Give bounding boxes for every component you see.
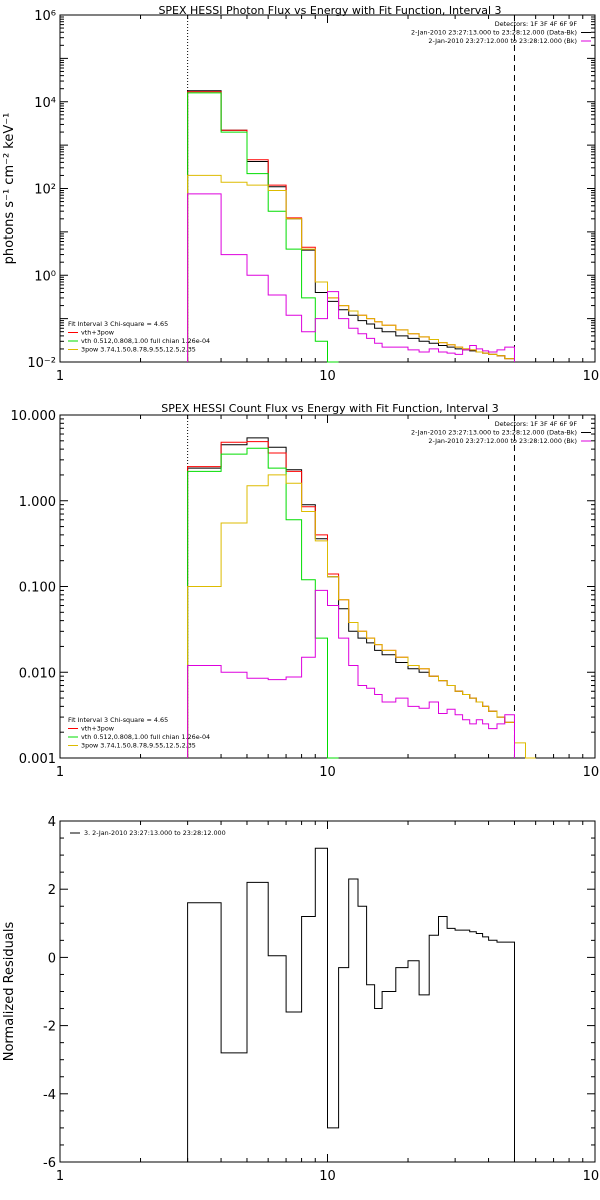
series-line-vth-3pow: [187, 441, 515, 758]
y-tick-label: 10²: [34, 183, 56, 198]
y-tick-label: 10⁴: [34, 96, 56, 111]
legend-text: 3pow 3.74,1.50,8.78,9.55,12.5,2.35: [81, 346, 196, 354]
annotation-text: Detectors: 1F 3F 4F 6F 9F: [495, 20, 578, 28]
x-tick-label: 1: [56, 765, 64, 780]
count-flux-panel: SPEX HESSI Count Flux vs Energy with Fit…: [0, 398, 600, 798]
series-line-3pow: [187, 174, 515, 362]
legend-text: vth+3pow: [81, 725, 114, 733]
y-tick-label: 0.010: [19, 666, 56, 681]
y-tick-label: 10⁰: [34, 269, 56, 284]
legend-text: 3pow 3.74,1.50,8.78,9.55,12.5,2.35: [81, 742, 196, 750]
series-line-data-bk: [187, 437, 515, 758]
y-tick-label: 4: [48, 815, 56, 830]
chart-title: SPEX HESSI Count Flux vs Energy with Fit…: [161, 402, 499, 415]
y-tick-label: 0.001: [19, 752, 56, 767]
series-line-bk: [187, 193, 515, 362]
residuals-chart: 1 10 100 -6 -4 -2 0 2 4 Normalized Residuals 3. 2-…: [2, 815, 600, 1184]
legend-text: vth 0.512,0.808,1.00 full chian 1.26e-04: [81, 337, 210, 345]
x-tick-label: 10: [319, 369, 336, 384]
y-tick-label: 0.100: [19, 581, 56, 596]
x-tick-label: 100: [583, 1169, 600, 1184]
legend-text: 3. 2-Jan-2010 23:27:13.000 to 23:28:12.0…: [84, 829, 226, 837]
photon-flux-panel: SPEX HESSI Photon Flux vs Energy with Fi…: [0, 0, 600, 398]
y-tick-label: 1.000: [19, 495, 56, 510]
series-line-bk: [187, 589, 515, 758]
x-tick-label: 10: [319, 765, 336, 780]
x-tick-label: 1: [56, 369, 64, 384]
legend-text: Fit Interval 3 Chi-square = 4.65: [68, 320, 168, 328]
y-axis-label: photons s⁻¹ cm⁻² keV⁻¹: [2, 113, 17, 265]
y-tick-label: 2: [48, 883, 56, 898]
chart-title: SPEX HESSI Photon Flux vs Energy with Fi…: [158, 4, 502, 17]
y-tick-label: -2: [43, 1020, 56, 1035]
photon-flux-chart: 1 10 100 10⁻² 10⁰ 10² 10⁴ 10⁶ photons s⁻¹ cm⁻² k…: [2, 9, 600, 384]
legend-text: vth 0.512,0.808,1.00 full chian 1.26e-04: [81, 733, 210, 741]
x-tick-label: 100: [583, 765, 600, 780]
annotation-text: 2-Jan-2010 23:27:12.000 to 23:28:12.000 …: [428, 437, 577, 445]
y-tick-label: -4: [43, 1088, 56, 1103]
series-line-vth: [187, 447, 339, 759]
series-line-residuals: [187, 847, 515, 1162]
x-tick-label: 10: [319, 1169, 336, 1184]
y-axis-label: Normalized Residuals: [2, 922, 17, 1062]
count-flux-chart: 1 10 100 0.001 0.010 0.100 1.000 10.000 Detector…: [11, 409, 600, 780]
series-line-vth: [187, 92, 339, 363]
x-tick-label: 1: [56, 1169, 64, 1184]
y-tick-label: 10⁻²: [27, 356, 56, 371]
annotation-text: 2-Jan-2010 23:27:12.000 to 23:28:12.000 …: [428, 37, 577, 45]
annotation-text: 2-Jan-2010 23:27:13.000 to 23:28:12.000 …: [411, 29, 577, 37]
y-tick-label: 10.000: [11, 409, 57, 424]
y-tick-label: -6: [43, 1156, 56, 1171]
series-line-3pow: [187, 474, 536, 759]
legend-text: Fit Interval 3 Chi-square = 4.65: [68, 716, 168, 724]
series-line-data-bk: [187, 90, 515, 362]
annotation-text: Detectors: 1F 3F 4F 6F 9F: [495, 420, 578, 428]
y-tick-label: 0: [48, 951, 56, 966]
legend-text: vth+3pow: [81, 329, 114, 337]
x-tick-label: 100: [583, 369, 600, 384]
residuals-panel: 1 10 100 -6 -4 -2 0 2 4 Normalized Residuals 3. 2-…: [0, 798, 600, 1200]
annotation-text: 2-Jan-2010 23:27:13.000 to 23:28:12.000 …: [411, 429, 577, 437]
y-tick-label: 10⁶: [34, 9, 56, 24]
